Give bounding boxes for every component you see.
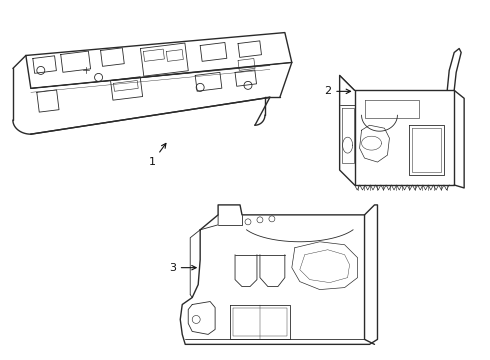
Text: 2: 2 <box>324 86 350 96</box>
Text: 3: 3 <box>169 263 196 273</box>
Text: 1: 1 <box>149 143 166 167</box>
